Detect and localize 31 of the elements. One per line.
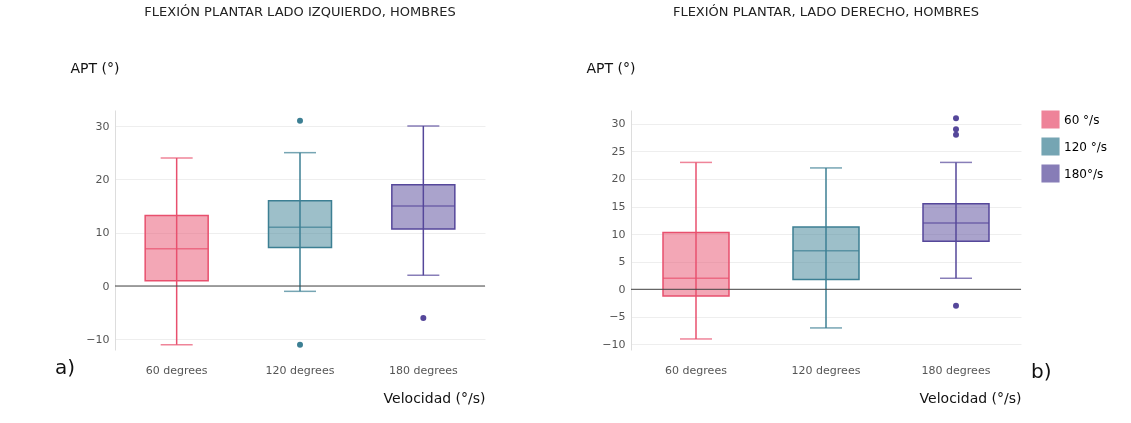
y-tick-label: 10 — [611, 227, 626, 241]
x-axis-title: Velocidad (°/s) — [383, 389, 486, 406]
x-tick-label: 120 degrees — [791, 363, 861, 377]
y-axis-title: APT (°) — [70, 59, 120, 76]
x-tick-label: 180 degrees — [388, 363, 458, 377]
y-tick-label: 20 — [95, 172, 110, 186]
legend-label: 120 °/s — [1064, 139, 1108, 154]
y-axis-title: APT (°) — [586, 59, 636, 76]
y-tick-label: 30 — [611, 117, 626, 131]
y-tick-label: −5 — [609, 310, 626, 324]
x-tick-label: 60 degrees — [665, 363, 728, 377]
y-tick-label: 0 — [618, 282, 626, 296]
chart-title: FLEXIÓN PLANTAR LADO IZQUIERDO, HOMBRES — [144, 4, 456, 19]
y-tick-label: 5 — [618, 255, 626, 269]
x-tick-label: 180 degrees — [921, 363, 991, 377]
legend-label: 180°/s — [1064, 166, 1104, 181]
chart-title: FLEXIÓN PLANTAR, LADO DERECHO, HOMBRES — [672, 4, 980, 19]
x-axis-title: Velocidad (°/s) — [919, 389, 1022, 406]
y-tick-label: 25 — [611, 144, 626, 158]
y-tick-label: −10 — [86, 332, 110, 346]
y-tick-label: 15 — [611, 200, 626, 214]
text: b) — [1031, 359, 1052, 383]
y-tick-label: 10 — [95, 226, 110, 240]
x-tick-label: 60 degrees — [145, 363, 208, 377]
y-tick-label: 20 — [611, 172, 626, 186]
y-tick-label: 0 — [102, 279, 110, 293]
y-tick-label: −10 — [602, 337, 626, 351]
y-tick-label: 30 — [95, 119, 110, 133]
x-tick-label: 120 degrees — [265, 363, 335, 377]
legend-label: 60 °/s — [1064, 112, 1100, 127]
text: a) — [55, 355, 76, 379]
